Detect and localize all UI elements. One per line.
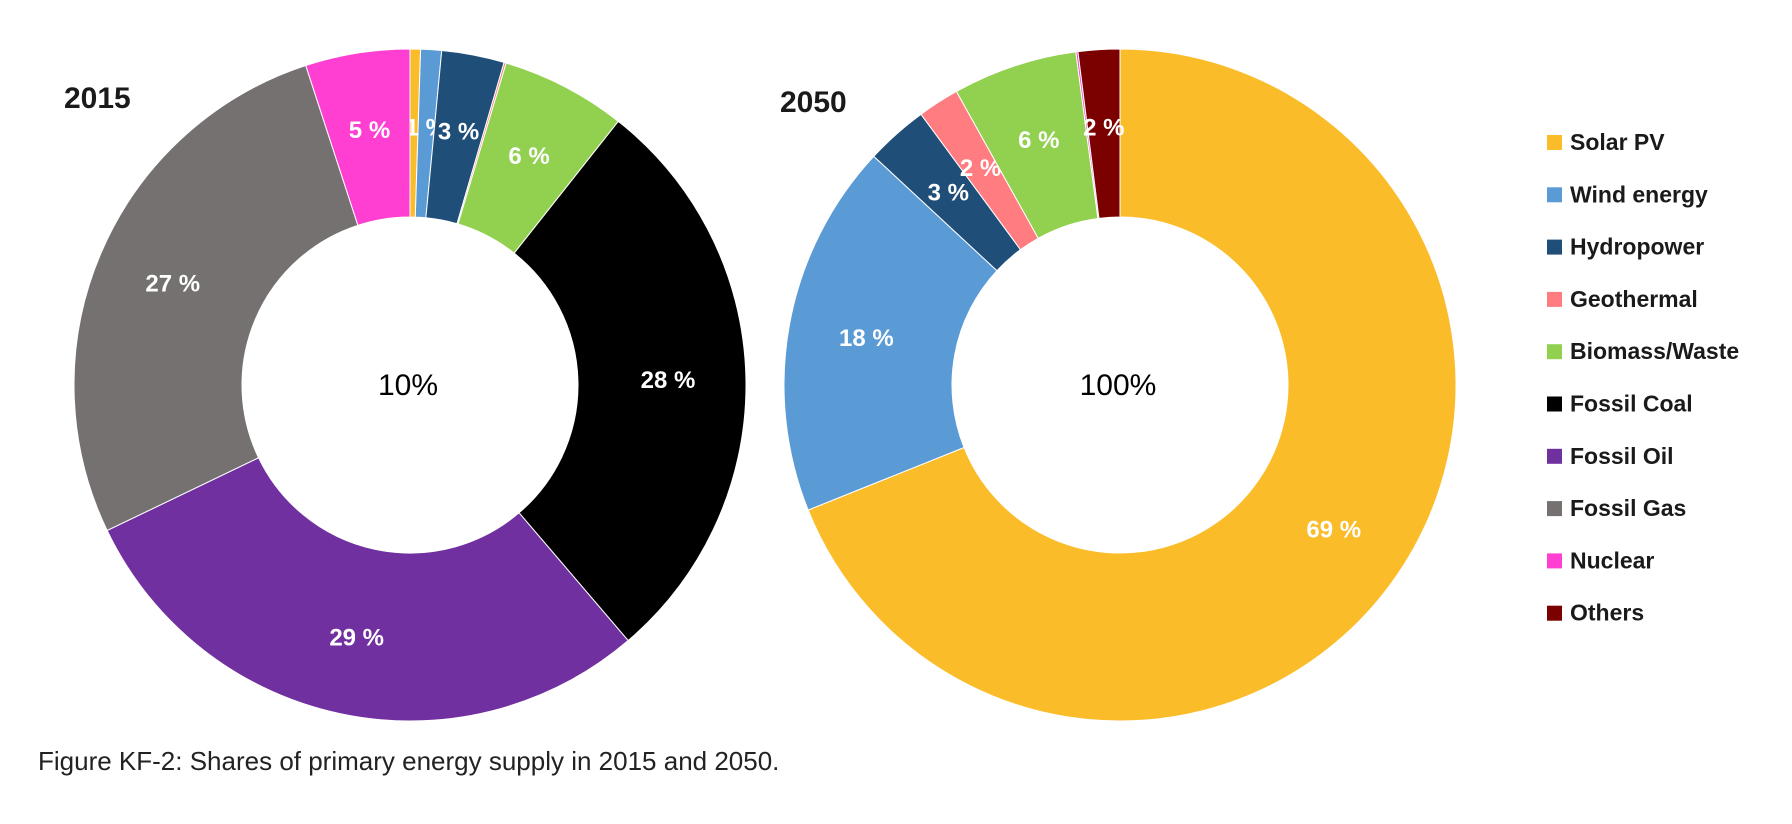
legend-swatch-hydropower bbox=[1547, 239, 1562, 255]
slice-label-biomass-waste: 6 % bbox=[508, 143, 549, 170]
slice-label-others: 2 % bbox=[1083, 115, 1124, 142]
legend-swatch-fossil-coal bbox=[1547, 396, 1562, 412]
slice-nuclear bbox=[305, 48, 411, 226]
legend-label-others: Others bbox=[1570, 600, 1644, 626]
slice-label-wind-energy: 18 % bbox=[839, 325, 894, 352]
slice-label-hydropower: 3 % bbox=[928, 179, 969, 206]
donut-chart-2050: 69 %18 %3 %2 %6 % 2 %100%2050 bbox=[780, 48, 1457, 722]
slice-fossil-oil bbox=[106, 457, 629, 722]
slice-label-fossil-oil: 29 % bbox=[329, 624, 384, 651]
slice-label-biomass-waste: 6 % bbox=[1018, 127, 1059, 154]
legend-swatch-others bbox=[1547, 605, 1562, 621]
chart-title: 2015 bbox=[64, 82, 131, 115]
legend-swatch-geothermal bbox=[1547, 291, 1562, 307]
slice-label-hydropower: 3 % bbox=[438, 119, 479, 146]
legend-label-wind-energy: Wind energy bbox=[1570, 181, 1708, 207]
slice-label-nuclear: 5 % bbox=[349, 117, 390, 144]
legend-swatch-wind-energy bbox=[1547, 187, 1562, 203]
slice-others bbox=[1077, 48, 1121, 219]
legend-label-fossil-oil: Fossil Oil bbox=[1570, 443, 1674, 469]
legend-label-geothermal: Geothermal bbox=[1570, 286, 1698, 312]
legend-swatch-biomass-waste bbox=[1547, 344, 1562, 360]
slice-label-fossil-gas: 27 % bbox=[145, 271, 200, 298]
legend-swatch-solar-pv bbox=[1547, 135, 1562, 150]
center-label: 100% bbox=[1080, 369, 1157, 402]
legend-label-solar-pv: Solar PV bbox=[1570, 129, 1665, 155]
legend-swatch-fossil-oil bbox=[1547, 448, 1562, 464]
chart-legend: Solar PV Wind energy Hydropower Geothermal B… bbox=[1547, 129, 1739, 626]
donut-chart-2015: 1 %3 %6 %28 %29 %27 %5 %10%2015 bbox=[64, 48, 747, 722]
slice-fossil-coal bbox=[513, 120, 747, 642]
legend-swatch-fossil-gas bbox=[1547, 501, 1562, 517]
chart-title: 2050 bbox=[780, 86, 847, 119]
legend-label-hydropower: Hydropower bbox=[1570, 234, 1704, 260]
slice-wind-energy bbox=[783, 155, 998, 511]
legend-swatch-nuclear bbox=[1547, 553, 1562, 569]
legend-label-nuclear: Nuclear bbox=[1570, 547, 1654, 573]
slice-solar-pv bbox=[807, 48, 1457, 722]
legend-label-fossil-gas: Fossil Gas bbox=[1570, 495, 1686, 521]
figure-caption: Figure KF-2: Shares of primary energy su… bbox=[38, 746, 780, 776]
legend-label-fossil-coal: Fossil Coal bbox=[1570, 391, 1693, 417]
slice-fossil-gas bbox=[73, 64, 359, 532]
slice-label-solar-pv: 69 % bbox=[1306, 517, 1361, 544]
legend-label-biomass-waste: Biomass/Waste bbox=[1570, 338, 1739, 364]
slice-label-fossil-coal: 28 % bbox=[641, 367, 696, 394]
center-label: 10% bbox=[378, 369, 438, 402]
